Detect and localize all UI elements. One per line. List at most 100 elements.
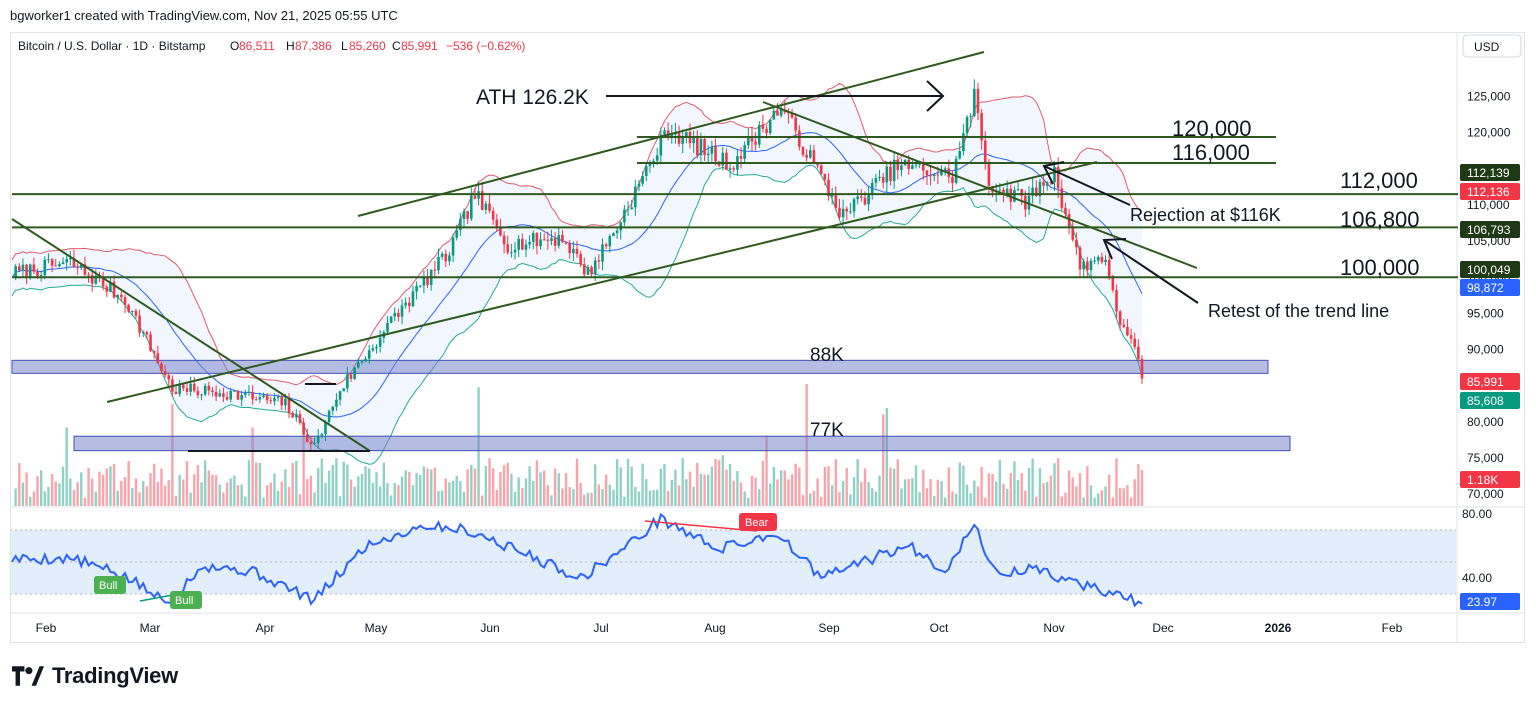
volume-bar <box>830 485 834 506</box>
volume-bar <box>579 483 582 506</box>
volume-bar <box>892 468 896 506</box>
tradingview-logo-text: TradingView <box>52 663 178 688</box>
volume-bar <box>1104 486 1107 506</box>
candle-body <box>969 116 972 118</box>
volume-bar <box>743 491 746 506</box>
candle-body <box>1031 187 1034 196</box>
candle-body <box>637 183 641 187</box>
candle-body <box>805 154 808 158</box>
candle-body <box>120 294 123 298</box>
candle-body <box>284 398 287 406</box>
candle-body <box>1086 261 1089 271</box>
bollinger-lower-line <box>11 164 1143 465</box>
candle-body <box>892 159 896 182</box>
volume-bar <box>481 495 484 506</box>
volume-bar <box>532 480 535 506</box>
candle-body <box>54 265 58 267</box>
candle-body <box>1075 239 1078 248</box>
volume-bar <box>929 479 932 506</box>
volume-bar <box>415 472 418 506</box>
rejection-arrow-head <box>1042 161 1065 185</box>
candle-body <box>506 244 510 253</box>
volume-bar <box>674 469 677 506</box>
volume-bar <box>378 486 382 506</box>
candle-body <box>1137 346 1140 360</box>
candle-body <box>761 125 765 129</box>
candle-body <box>192 383 196 391</box>
level-label-120000: 120,000 <box>1172 116 1252 141</box>
candle-body <box>1078 247 1082 270</box>
tradingview-logo[interactable]: TradingView <box>12 660 178 692</box>
candle-body <box>400 305 404 317</box>
volume-bar <box>677 485 681 506</box>
volume-bar <box>433 467 437 506</box>
volume-bar <box>1067 470 1071 506</box>
volume-bar <box>342 461 345 506</box>
time-tick-label: Feb <box>36 621 57 635</box>
volume-bar <box>506 462 509 506</box>
volume-bar <box>349 479 353 506</box>
candle-body <box>929 175 932 177</box>
candle-body <box>790 113 794 118</box>
volume-bar <box>1086 466 1089 506</box>
candle-body <box>867 193 870 205</box>
volume-bar <box>586 492 590 506</box>
candle-body <box>962 133 965 152</box>
candle-body <box>123 297 127 305</box>
volume-bar <box>1075 486 1078 506</box>
volume-bar <box>466 469 469 506</box>
volume-bar <box>903 479 907 506</box>
candle-body <box>958 151 962 159</box>
candle-body <box>287 398 291 413</box>
volume-bar <box>87 467 90 506</box>
candle-body <box>1002 189 1005 196</box>
volume-bar <box>918 492 921 506</box>
volume-bar <box>732 480 735 506</box>
volume-bar <box>320 458 324 506</box>
time-tick-label: 2026 <box>1265 621 1292 635</box>
candle-body <box>229 390 233 400</box>
candle-body <box>371 348 375 351</box>
volume-bar <box>889 467 892 506</box>
candle-body <box>491 210 495 220</box>
candle-body <box>510 252 513 254</box>
retest-arrow-shaft <box>1103 239 1199 304</box>
level-label-116000: 116,000 <box>1172 140 1250 165</box>
volume-bar <box>131 488 134 506</box>
volume-bar <box>222 492 225 506</box>
channel-upper-line <box>357 51 985 217</box>
close-value: 85,991 <box>401 39 438 53</box>
price-chart[interactable]: Bitcoin / U.S. Dollar · 1D · Bitstamp O … <box>0 30 1536 644</box>
candle-body <box>65 258 68 263</box>
volume-bar <box>316 468 320 506</box>
candle-body <box>349 374 353 379</box>
volume-bar <box>936 479 940 506</box>
bull-label: Bull <box>99 580 117 592</box>
candle-body <box>397 312 400 317</box>
price-badge <box>1460 221 1520 238</box>
descending-trend-line-2 <box>762 101 1198 269</box>
candle-body <box>367 350 371 359</box>
volume-bar <box>284 469 287 506</box>
volume-bar <box>21 482 25 506</box>
candle-body <box>236 390 240 400</box>
candle-body <box>218 393 222 397</box>
volume-bar <box>1056 458 1060 506</box>
candle-body <box>582 264 586 275</box>
candle-body <box>860 196 863 198</box>
candle-body <box>1133 338 1137 347</box>
volume-bar <box>1093 497 1096 506</box>
currency-button[interactable]: USD <box>1462 34 1522 58</box>
volume-bar <box>969 493 972 506</box>
volume-bar <box>331 465 334 506</box>
volume-bar <box>116 490 119 506</box>
volume-bar <box>338 496 342 506</box>
rsi-bear-divergence-line <box>644 520 758 532</box>
volume-bar <box>1111 497 1115 506</box>
price-tick-label: 80,000 <box>1467 415 1504 429</box>
candle-body <box>415 285 418 292</box>
volume-bar <box>54 481 57 506</box>
volume-bar <box>65 427 68 506</box>
volume-bar <box>685 479 688 506</box>
volume-bar <box>572 489 575 506</box>
